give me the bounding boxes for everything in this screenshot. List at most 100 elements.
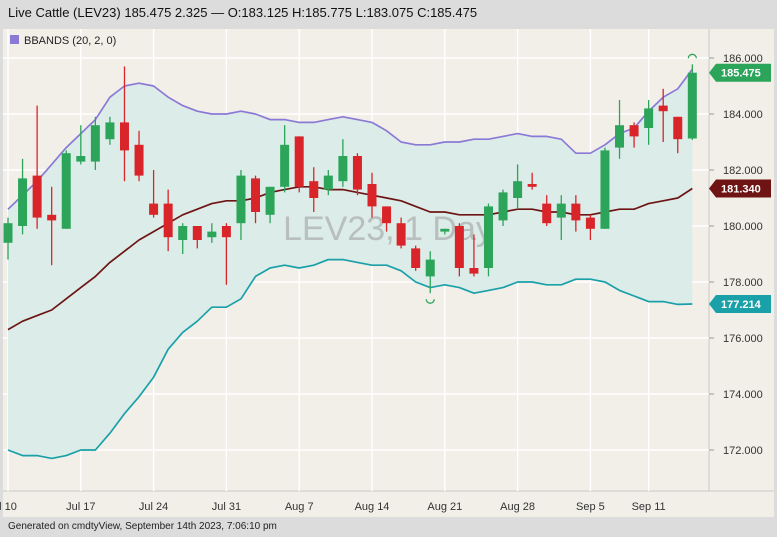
y-tick-label: 186.000 <box>723 53 763 65</box>
x-tick-label: l 10 <box>0 501 17 513</box>
candle-body-up <box>644 108 654 128</box>
candle <box>323 170 333 196</box>
candle <box>3 217 13 260</box>
candle <box>600 147 610 229</box>
candle <box>309 167 319 212</box>
candle <box>454 223 464 277</box>
candle <box>542 195 552 226</box>
candle-body-up <box>90 125 100 162</box>
candle-body-down <box>629 125 639 137</box>
candle <box>76 125 86 165</box>
candle <box>498 189 508 226</box>
candle <box>265 186 275 224</box>
chart-title: Live Cattle (LEV23) 185.475 2.325 — O:18… <box>8 5 478 20</box>
candlesticks <box>3 64 697 294</box>
candle-body-down <box>571 203 581 221</box>
candle <box>18 158 28 235</box>
x-tick-label: Jul 31 <box>212 501 241 513</box>
candle-body-down <box>454 226 464 268</box>
last-price-badge-bg <box>709 63 771 82</box>
candle <box>571 195 581 232</box>
candle-body-up <box>178 226 188 240</box>
candle <box>149 170 159 218</box>
candle <box>382 206 392 232</box>
lower-band-badge: 177.214 <box>721 299 762 311</box>
candle-body-up <box>18 178 28 226</box>
y-tick-label: 184.000 <box>723 109 763 121</box>
y-axis-ticks: 172.000 174.000 176.000 178.000 180.000 182.0… <box>709 53 763 457</box>
candle <box>527 172 537 190</box>
candle <box>440 228 450 235</box>
candle-body-down <box>367 184 377 207</box>
y-tick-label: 174.000 <box>723 389 763 401</box>
y-tick-label: 180.000 <box>723 221 763 233</box>
candle <box>673 116 683 154</box>
candle <box>90 116 100 170</box>
candle-body-down <box>673 116 683 140</box>
candle <box>280 125 290 193</box>
y-tick-label: 176.000 <box>723 333 763 345</box>
candle <box>644 100 654 145</box>
candle <box>396 217 406 249</box>
middle-band-badge-bg <box>709 179 771 198</box>
candle-body-up <box>280 144 290 187</box>
candle <box>178 223 188 254</box>
swing-low-marker <box>425 299 435 304</box>
candle <box>221 223 231 285</box>
candle-body-down <box>134 144 144 176</box>
footer-credit: Generated on cmdtyView, September 14th 2… <box>8 521 277 532</box>
price-badges: 185.475 181.340 177.214 <box>709 63 771 314</box>
candle <box>192 226 202 249</box>
candle-body-up <box>236 175 246 224</box>
candle <box>207 223 217 243</box>
x-axis-ticks: l 10 Jul 17 Jul 24 Jul 31 Aug 7 Aug 14 Aug 21 A… <box>0 501 666 513</box>
candle <box>469 234 479 277</box>
candle-body-up <box>615 125 625 148</box>
candle-body-up <box>61 153 71 229</box>
candle <box>47 186 57 266</box>
candle-body-down <box>149 203 159 215</box>
x-tick-label: Sep 11 <box>632 501 666 513</box>
candle-body-up <box>687 72 697 139</box>
candle <box>251 175 261 224</box>
candle-body-down <box>542 203 552 224</box>
candle <box>338 139 348 187</box>
candle-body-down <box>585 217 595 229</box>
y-axis-panel[interactable] <box>709 29 774 491</box>
candle-body-up <box>3 223 13 243</box>
candle <box>425 251 435 294</box>
candle-body-up <box>600 150 610 229</box>
x-tick-label: Jul 17 <box>66 501 95 513</box>
candle-body-up <box>425 259 435 277</box>
candle-body-up <box>76 156 86 162</box>
candle <box>61 150 71 229</box>
candle-body-up <box>440 228 450 232</box>
candle-body-down <box>221 226 231 238</box>
candle <box>483 203 493 277</box>
candle <box>687 64 697 140</box>
candle <box>367 172 377 218</box>
candle <box>658 88 668 142</box>
candle-body-down <box>119 122 129 151</box>
y-tick-label: 178.000 <box>723 277 763 289</box>
x-tick-label: Aug 28 <box>500 501 535 513</box>
candle <box>411 245 421 271</box>
bollinger-band-fill <box>8 69 693 459</box>
legend-label: BBANDS (20, 2, 0) <box>24 35 116 47</box>
candle <box>134 130 144 182</box>
x-axis-panel[interactable] <box>3 491 774 517</box>
middle-band-badge: 181.340 <box>721 183 761 195</box>
x-tick-label: Sep 5 <box>576 501 605 513</box>
y-tick-label: 182.000 <box>723 165 763 177</box>
upper-band-line <box>7 68 693 210</box>
candle-body-up <box>513 181 523 198</box>
candle-body-down <box>251 178 261 212</box>
candle-body-down <box>658 105 668 112</box>
candle <box>294 136 304 193</box>
x-tick-label: Jul 24 <box>139 501 168 513</box>
candle-body-down <box>47 214 57 221</box>
indicator-legend[interactable]: BBANDS (20, 2, 0) <box>10 35 116 47</box>
candle-body-up <box>207 231 217 238</box>
